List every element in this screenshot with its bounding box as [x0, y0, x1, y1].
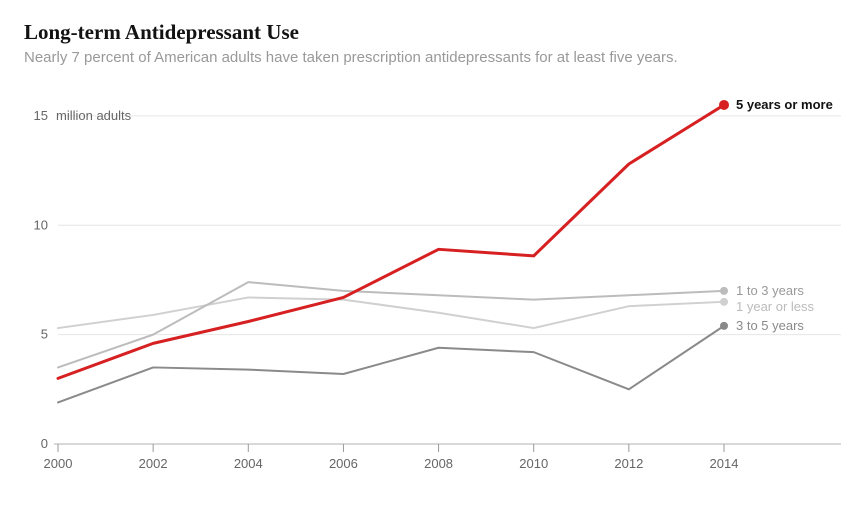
y-tick-label: 0	[41, 436, 48, 451]
chart-subtitle: Nearly 7 percent of American adults have…	[24, 49, 841, 66]
series-label-three_to_five: 3 to 5 years	[736, 318, 804, 333]
series-end-marker-one_to_three	[720, 287, 728, 295]
series-end-marker-one_or_less	[720, 298, 728, 306]
series-label-one_or_less: 1 year or less	[736, 299, 815, 314]
series-line-five_plus	[58, 105, 724, 378]
x-tick-label: 2008	[424, 456, 453, 471]
series-label-one_to_three: 1 to 3 years	[736, 283, 804, 298]
x-tick-label: 2010	[519, 456, 548, 471]
series-line-one_to_three	[58, 282, 724, 367]
y-axis-unit: million adults	[56, 108, 132, 123]
chart-title: Long-term Antidepressant Use	[24, 20, 841, 45]
x-tick-label: 2004	[234, 456, 263, 471]
x-tick-label: 2014	[710, 456, 739, 471]
series-label-five_plus: 5 years or more	[736, 97, 833, 112]
x-tick-label: 2006	[329, 456, 358, 471]
line-chart: 0 5 10 15 million adults 2000 2002 2004 2006 200…	[24, 94, 841, 494]
x-tick-label: 2012	[614, 456, 643, 471]
series-line-three_to_five	[58, 326, 724, 403]
x-tick-label: 2000	[44, 456, 73, 471]
x-tick-label: 2002	[139, 456, 168, 471]
series-end-marker-three_to_five	[720, 322, 728, 330]
y-tick-label: 15	[34, 108, 48, 123]
series-end-marker-five_plus	[719, 100, 729, 110]
chart-area: 0 5 10 15 million adults 2000 2002 2004 2006 200…	[24, 94, 841, 494]
series-line-one_or_less	[58, 297, 724, 328]
y-tick-label: 5	[41, 327, 48, 342]
y-tick-label: 10	[34, 217, 48, 232]
